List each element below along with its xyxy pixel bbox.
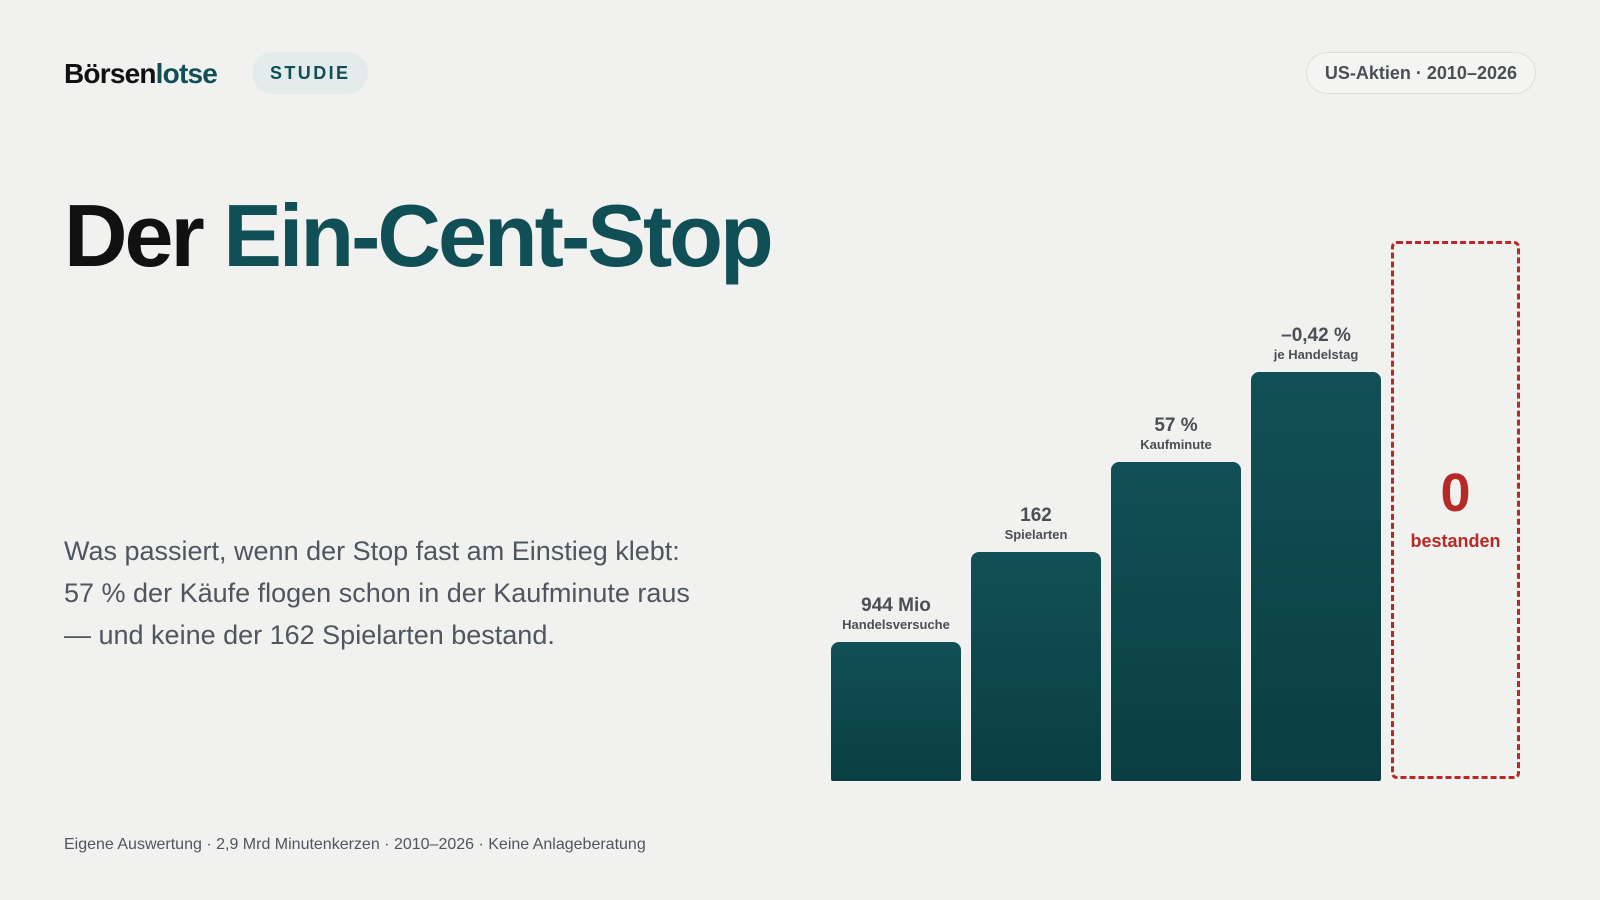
bar-value-label: –0,42 %: [1281, 325, 1351, 346]
bar-group-4: –0,42 % je Handelstag: [1251, 326, 1381, 781]
bar-data-label: 162 Spielarten: [961, 506, 1111, 541]
header: Börsenlotse STUDIE US-Aktien · 2010–2026: [64, 52, 1536, 94]
title-highlight: Ein-Cent-Stop: [223, 186, 774, 285]
bar-data-label: –0,42 % je Handelstag: [1241, 326, 1391, 361]
outcome-label: bestanden: [1410, 531, 1501, 551]
bar-sub-label: je Handelstag: [1273, 347, 1359, 362]
data-range-badge: US-Aktien · 2010–2026: [1305, 52, 1536, 94]
lead-paragraph: Was passiert, wenn der Stop fast am Eins…: [64, 536, 690, 650]
title-prefix: Der: [64, 186, 224, 285]
bar-value-label: 57 %: [1154, 415, 1198, 436]
logo-text-accent: lotse: [155, 58, 218, 89]
page-title: Der Ein-Cent-Stop: [64, 186, 774, 285]
outcome-value: 0: [1440, 463, 1471, 523]
bar-value-label: 944 Mio: [861, 595, 931, 616]
bar-group-2: 162 Spielarten: [971, 506, 1101, 781]
bar: [831, 642, 961, 781]
bar-sub-label: Handelsversuche: [842, 617, 950, 632]
study-tag: STUDIE: [252, 52, 369, 94]
bar-sub-label: Kaufminute: [1140, 437, 1212, 452]
outcome-box: 0 bestanden: [1391, 241, 1520, 779]
brand-logo[interactable]: Börsenlotse: [64, 58, 218, 90]
bar: [971, 552, 1101, 781]
bar: [1251, 372, 1381, 781]
bar-group-3: 57 % Kaufminute: [1111, 416, 1241, 781]
footer-note: Eigene Auswertung · 2,9 Mrd Minutenkerze…: [64, 836, 646, 853]
bar-data-label: 944 Mio Handelsversuche: [821, 596, 971, 631]
bar-data-label: 57 % Kaufminute: [1101, 416, 1251, 451]
logo-text-primary: Börsen: [64, 58, 156, 89]
bar: [1111, 462, 1241, 781]
bar-value-label: 162: [1020, 505, 1052, 526]
bar-group-1: 944 Mio Handelsversuche: [831, 596, 961, 781]
bar-sub-label: Spielarten: [1004, 527, 1068, 542]
